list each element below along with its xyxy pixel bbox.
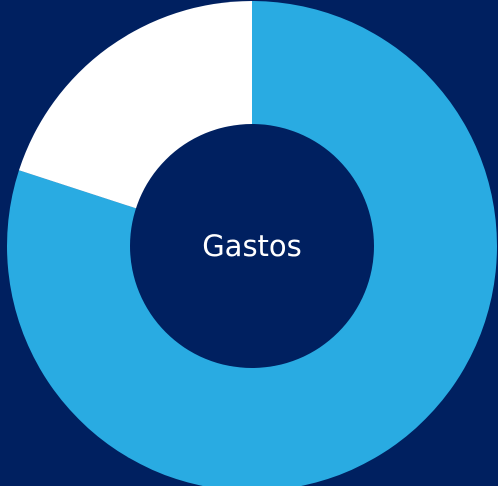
center-label: Gastos: [202, 229, 302, 263]
donut-hole: [130, 124, 374, 368]
donut-slice-1: [7, 1, 497, 486]
